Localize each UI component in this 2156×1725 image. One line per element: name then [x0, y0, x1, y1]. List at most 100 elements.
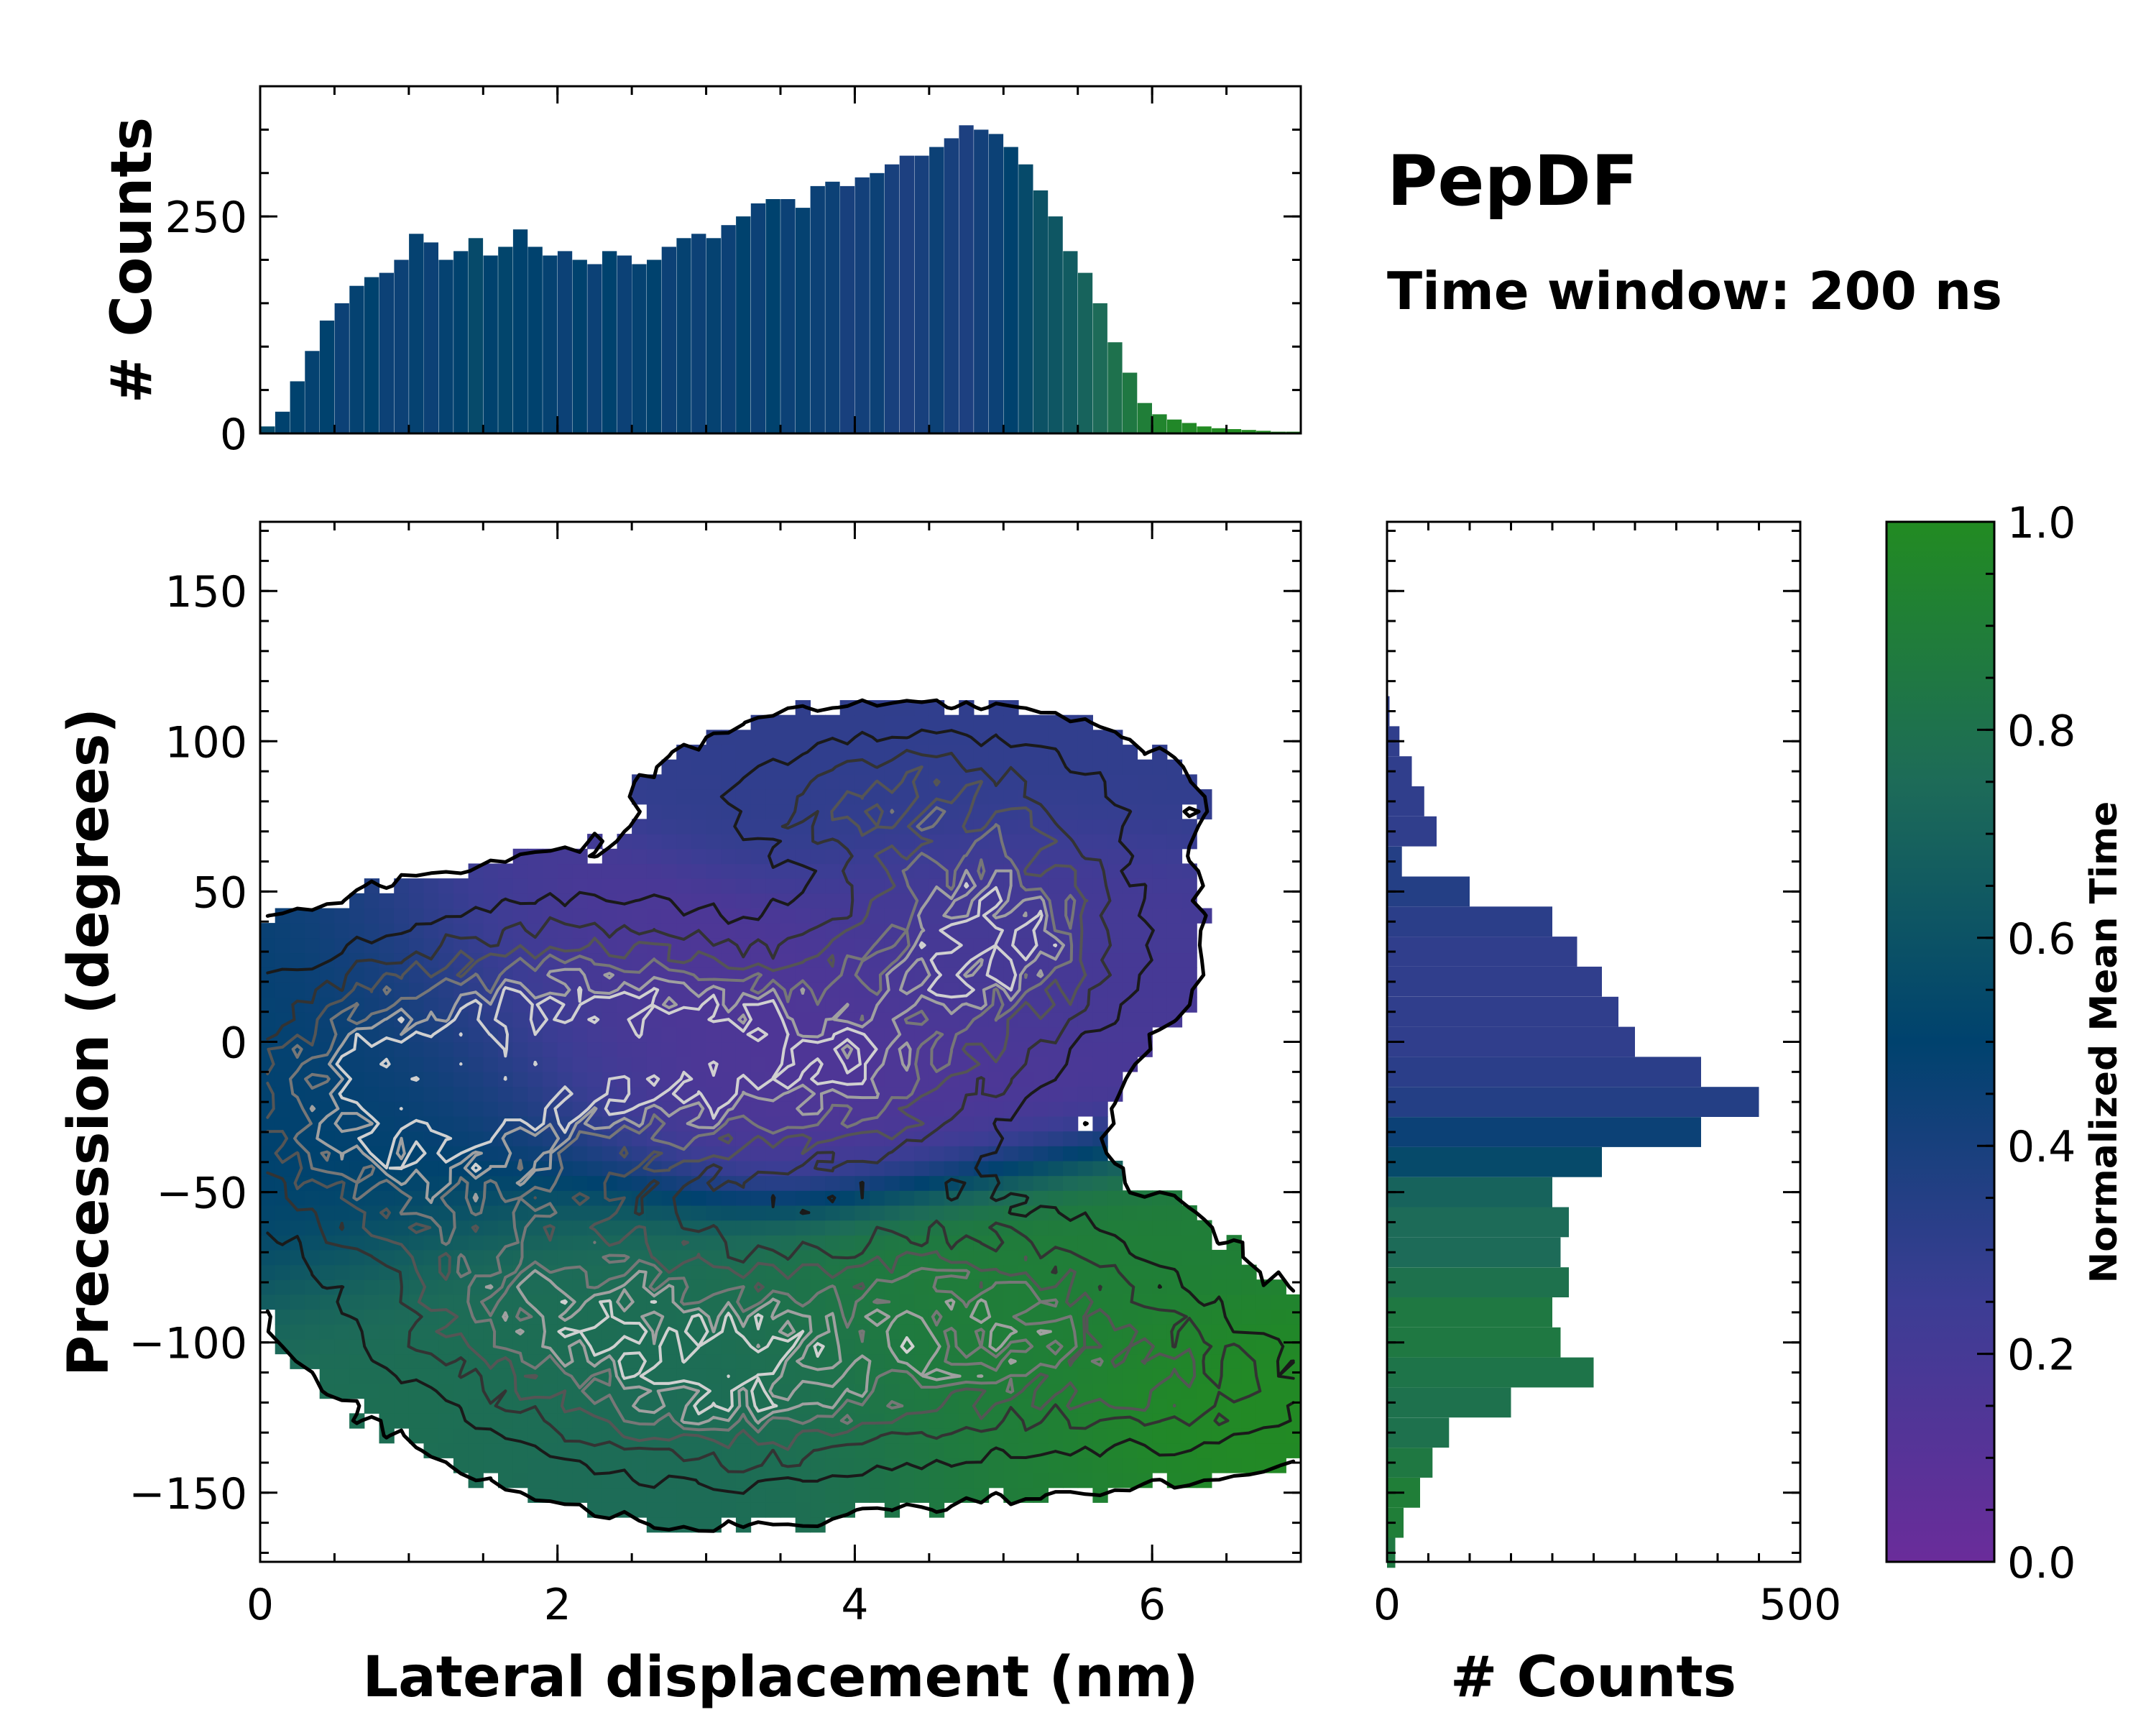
top-histogram-bar [885, 164, 900, 433]
heatmap-cell [1003, 1249, 1019, 1266]
heatmap-cell [557, 1071, 573, 1087]
heatmap-cell [379, 908, 395, 924]
heatmap-cell [1018, 1473, 1034, 1489]
heatmap-cell [1092, 730, 1108, 745]
heatmap-cell [706, 1086, 722, 1102]
heatmap-cell [810, 967, 826, 983]
heatmap-cell [973, 1413, 990, 1429]
heatmap-cell [512, 1353, 528, 1369]
heatmap-cell [676, 804, 692, 820]
top-histogram-bar [1197, 426, 1212, 433]
heatmap-cell [750, 1205, 766, 1221]
heatmap-cell [839, 774, 855, 790]
heatmap-cell [379, 1220, 395, 1236]
heatmap-cell [988, 1160, 1004, 1177]
top-histogram-bar [750, 203, 766, 433]
heatmap-cell [706, 1279, 722, 1295]
heatmap-cell [632, 1443, 648, 1458]
heatmap-cell [602, 1487, 618, 1503]
heatmap-cell [1211, 1368, 1227, 1384]
heatmap-cell [676, 1057, 692, 1072]
heatmap-cell [780, 1101, 796, 1117]
heatmap-cell [1063, 848, 1079, 865]
heatmap-cell [870, 1205, 885, 1221]
heatmap-cell [572, 1473, 588, 1489]
right-histogram-bar [1387, 1087, 1759, 1117]
heatmap-cell [1063, 1116, 1079, 1132]
heatmap-cell [884, 1235, 900, 1251]
heatmap-cell [408, 878, 425, 894]
heatmap-cell [661, 1353, 677, 1369]
heatmap-cell [706, 1338, 722, 1355]
heatmap-cell [305, 1309, 321, 1325]
heatmap-cell [839, 1458, 855, 1473]
heatmap-cell [706, 1383, 722, 1399]
heatmap-cell [334, 1383, 350, 1399]
heatmap-cell [1137, 789, 1153, 805]
heatmap-cell [1166, 1383, 1183, 1399]
heatmap-cell [929, 1428, 945, 1444]
heatmap-cell [453, 1324, 469, 1340]
heatmap-cell [795, 1279, 811, 1295]
top-histogram-bar [1018, 164, 1033, 433]
heatmap-cell [1152, 834, 1168, 850]
heatmap-cell [423, 1235, 439, 1251]
heatmap-cell [587, 1309, 603, 1325]
heatmap-cell [1152, 1428, 1168, 1444]
heatmap-cell [498, 1086, 514, 1102]
heatmap-cell [810, 714, 826, 730]
heatmap-cell [691, 1071, 707, 1087]
heatmap-cell [1271, 1383, 1286, 1399]
right-histogram-bar [1387, 1026, 1635, 1057]
heatmap-cell [1092, 1012, 1108, 1028]
heatmap-cell [483, 1249, 499, 1266]
heatmap-cell [795, 1443, 811, 1458]
heatmap-cell [1003, 1413, 1019, 1429]
heatmap-cell [1077, 1057, 1093, 1072]
heatmap-cell [1152, 1338, 1168, 1355]
heatmap-cell [959, 745, 975, 760]
heatmap-cell [498, 1294, 514, 1310]
heatmap-cell [854, 1309, 870, 1325]
heatmap-cell [408, 908, 425, 924]
heatmap-cell [1048, 1324, 1064, 1340]
heatmap-cell [1077, 834, 1093, 850]
x-tick-label: 6 [1138, 1580, 1166, 1630]
heatmap-cell [617, 1383, 632, 1399]
heatmap-cell [959, 1116, 975, 1132]
heatmap-cell [721, 1353, 737, 1369]
heatmap-cell [1152, 759, 1168, 775]
heatmap-cell [1226, 1294, 1242, 1310]
heatmap-cell [899, 1398, 915, 1414]
right-histogram-bar [1387, 906, 1552, 937]
heatmap-cell [825, 1116, 841, 1132]
heatmap-cell [735, 1338, 752, 1355]
heatmap-cell [1197, 1220, 1212, 1236]
heatmap-cell [929, 937, 945, 954]
heatmap-cell [408, 1086, 425, 1102]
heatmap-cell [706, 1502, 722, 1518]
heatmap-cell [334, 1249, 350, 1266]
heatmap-cell [528, 1458, 543, 1473]
heatmap-cell [1107, 1175, 1123, 1191]
heatmap-cell [557, 1235, 573, 1251]
heatmap-cell [988, 848, 1004, 865]
heatmap-cell [453, 1279, 469, 1295]
heatmap-cell [1063, 1146, 1079, 1162]
heatmap-cell [1033, 1116, 1049, 1132]
heatmap-cell [453, 1309, 469, 1325]
top-histogram-bar [691, 234, 706, 433]
heatmap-cell [780, 1235, 796, 1251]
heatmap-cell [706, 1190, 722, 1206]
heatmap-cell [973, 1473, 990, 1489]
heatmap-cell [765, 1458, 781, 1473]
heatmap-cell [1271, 1443, 1286, 1458]
heatmap-cell [275, 1220, 290, 1236]
heatmap-cell [646, 789, 663, 805]
heatmap-cell [1018, 1458, 1034, 1473]
heatmap-cell [795, 908, 811, 924]
heatmap-cell [1166, 1279, 1183, 1295]
heatmap-cell [438, 893, 454, 909]
heatmap-cell [914, 1458, 930, 1473]
heatmap-cell [676, 1026, 692, 1043]
